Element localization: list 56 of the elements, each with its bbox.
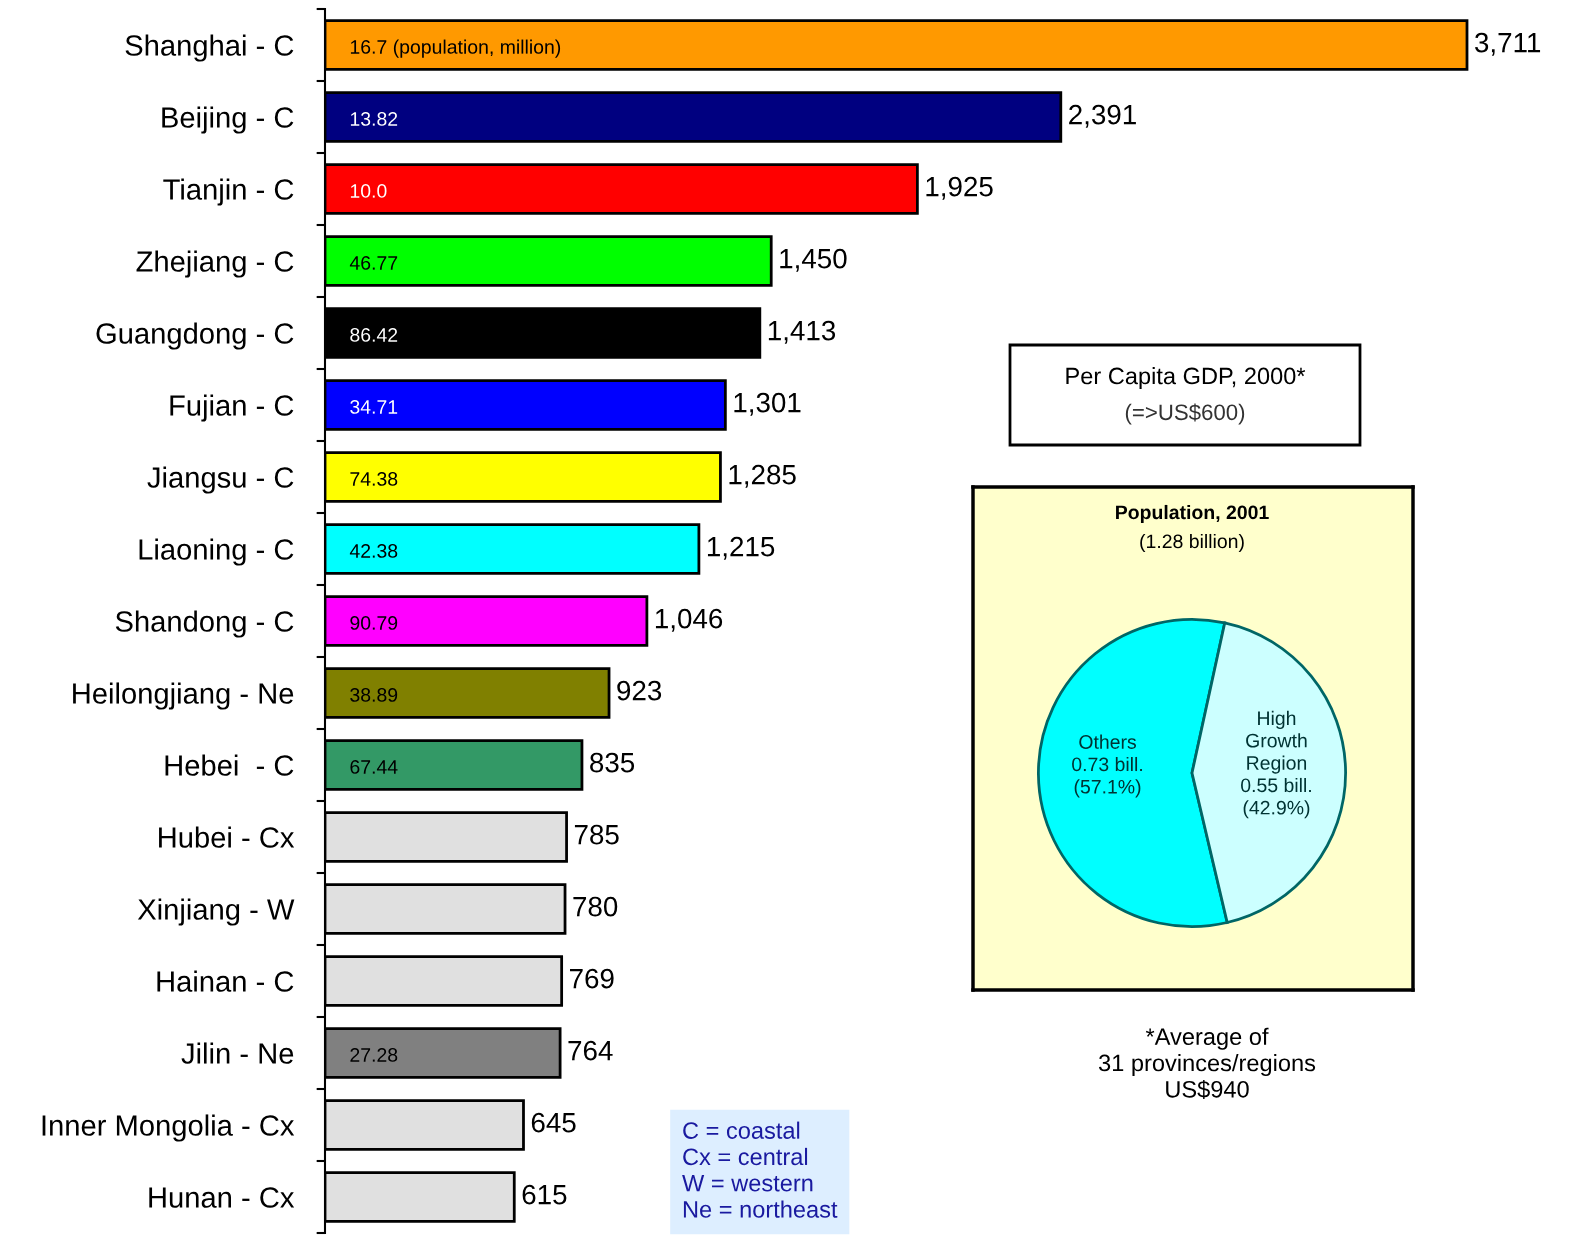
annotation: 16.7 (population, million) [350, 39, 561, 58]
chart-title: Population, 2001 [1116, 504, 1269, 524]
data-label: 764 [568, 1040, 613, 1061]
y-tick-label: Hubei - Cx [159, 826, 295, 848]
y-tick-label: Hainan - C [157, 970, 294, 992]
y-tick-label: Xinjiang - W [137, 898, 295, 926]
annotation: *Average of 31 provinces/regions US$940 [1098, 1027, 1316, 1100]
data-label: 923 [617, 680, 662, 701]
data-label: 1,046 [655, 608, 723, 632]
data-label: 0.55 bill. (42.9%) [1241, 777, 1311, 819]
slice-label: Others [1079, 734, 1136, 749]
annotation: 86.42 [350, 328, 398, 342]
data-label: 2,391 [1069, 104, 1136, 128]
annotation: 13.82 [350, 112, 398, 126]
y-tick-label: Guangdong - C [96, 322, 294, 350]
data-label: 0.73 bill. (57.1%) [1072, 756, 1142, 798]
data-label: 1,301 [734, 392, 801, 416]
data-label: 1,285 [729, 464, 796, 488]
y-tick-label: Tianjin - C [163, 178, 294, 206]
data-label: 645 [531, 1112, 576, 1133]
text: Per Capita GDP, 2000* [1066, 366, 1306, 389]
annotation: 90.79 [350, 616, 398, 630]
annotation: 38.89 [350, 688, 398, 702]
y-tick-label: Heilongjiang - Ne [73, 682, 294, 710]
y-tick-label: Liaoning - C [139, 538, 294, 566]
data-label: 1,413 [768, 320, 836, 344]
text: (=>US$600) [1125, 403, 1245, 425]
data-label: 769 [570, 968, 614, 989]
annotation: 34.71 [350, 400, 398, 414]
y-tick-label: Hunan - Cx [149, 1187, 295, 1208]
y-tick-label: Shandong - C [115, 610, 294, 638]
annotation: 10.0 [350, 184, 387, 198]
annotation: 27.28 [350, 1048, 398, 1062]
data-label: 615 [522, 1184, 567, 1205]
data-label: 785 [574, 824, 619, 845]
annotation: 74.38 [350, 472, 398, 486]
data-label: 835 [590, 752, 635, 773]
annotation: 42.38 [349, 544, 398, 558]
chart-subtitle: (1.28 billion) [1140, 533, 1244, 553]
data-label: 1,450 [780, 248, 847, 272]
y-tick-label: Jiangsu - C [147, 466, 294, 494]
annotation: C = coastal Cx = central W = western Ne = northeast [682, 1121, 838, 1218]
y-tick-label: Shanghai - C [125, 34, 294, 62]
y-tick-label: Hebei - C [165, 754, 294, 776]
annotation: 46.77 [349, 256, 398, 270]
data-label: 1,925 [926, 176, 993, 200]
data-label: 1,215 [707, 536, 775, 560]
y-tick-label: Beijing - C [162, 106, 294, 134]
data-label: 3,711 [1475, 32, 1541, 56]
data-label: 780 [573, 896, 618, 917]
annotation: 67.44 [350, 760, 398, 774]
slice-label: High Growth Region [1246, 710, 1307, 774]
y-tick-label: Jilin - Ne [181, 1042, 294, 1064]
y-tick-label: Fujian - C [170, 394, 294, 422]
y-tick-label: Inner Mongolia - Cx [42, 1114, 295, 1142]
y-tick-label: Zhejiang - C [136, 250, 294, 278]
